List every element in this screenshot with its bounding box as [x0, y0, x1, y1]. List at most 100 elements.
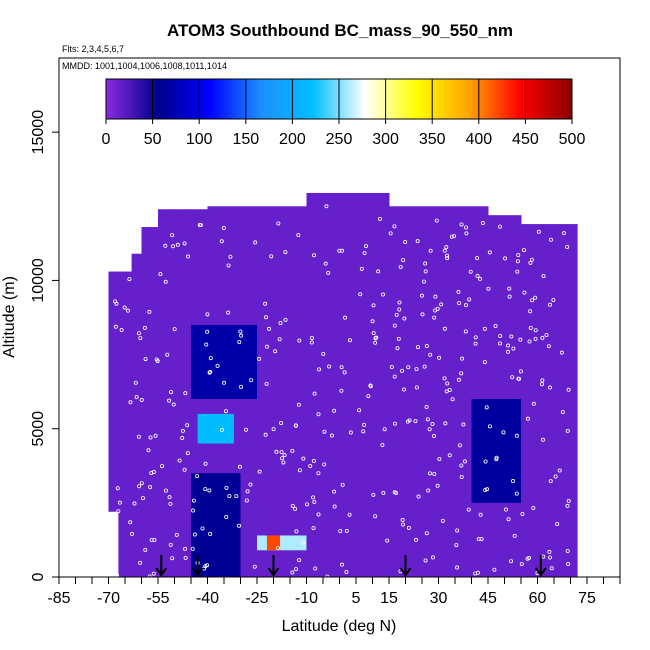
observation-point: [223, 409, 228, 414]
observation-point: [257, 356, 262, 361]
observation-point: [518, 337, 523, 342]
colorbar-tick-label: 150: [232, 131, 259, 148]
heatmap-cell: [197, 413, 234, 444]
observation-point: [175, 242, 180, 247]
observation-point: [510, 375, 515, 380]
observation-point: [244, 498, 249, 503]
observation-point: [147, 309, 152, 314]
observation-point: [283, 317, 288, 322]
observation-point: [138, 560, 143, 565]
observation-point: [464, 225, 469, 230]
observation-point: [237, 523, 242, 528]
observation-point: [548, 385, 553, 390]
observation-point: [312, 391, 317, 396]
observation-point: [392, 421, 397, 426]
observation-point: [208, 532, 213, 537]
observation-point: [403, 239, 408, 244]
heatmap-cell: [422, 206, 439, 578]
observation-point: [301, 540, 306, 545]
observation-point: [509, 559, 514, 564]
observation-point: [503, 256, 508, 261]
observation-point: [139, 398, 144, 403]
heatmap-cell: [273, 206, 291, 578]
observation-point: [264, 381, 269, 386]
observation-point: [183, 546, 188, 551]
observation-point: [129, 531, 134, 536]
observation-point: [128, 400, 133, 405]
x-tick-label: -85: [47, 590, 70, 607]
observation-point: [405, 419, 410, 424]
observation-point: [361, 429, 366, 434]
observation-point: [430, 555, 435, 560]
observation-point: [544, 332, 549, 337]
observation-point: [139, 481, 144, 486]
observation-point: [215, 363, 220, 368]
observation-point: [414, 367, 419, 372]
observation-point: [332, 408, 337, 413]
observation-point: [371, 331, 376, 336]
observation-point: [134, 395, 139, 400]
observation-point: [427, 471, 432, 476]
observation-point: [536, 229, 541, 234]
observation-point: [507, 286, 512, 291]
observation-point: [520, 511, 525, 516]
x-tick-label: 75: [578, 590, 596, 607]
observation-point: [527, 339, 532, 344]
heatmap-cell: [108, 271, 119, 512]
observation-point: [180, 436, 185, 441]
heatmap-cell: [438, 206, 456, 578]
observation-point: [459, 222, 464, 227]
profile-arrow-head: [399, 567, 412, 577]
observation-point: [528, 325, 533, 330]
observation-point: [125, 308, 130, 313]
observation-point: [158, 272, 163, 277]
observation-point: [511, 346, 516, 351]
observation-point: [133, 380, 138, 385]
observation-point: [486, 286, 491, 291]
observation-point: [115, 486, 120, 491]
observation-point: [149, 470, 154, 475]
colorbar-tick-label: 400: [465, 131, 492, 148]
x-tick-label: 45: [479, 590, 497, 607]
observation-point: [177, 458, 182, 463]
observation-point: [388, 231, 393, 236]
observation-point: [264, 344, 269, 349]
heatmap-cell: [174, 209, 192, 577]
observation-point: [208, 369, 213, 374]
heatmap-cell: [405, 206, 423, 578]
observation-point: [492, 567, 497, 572]
observation-point: [514, 433, 519, 438]
observation-point: [445, 253, 450, 258]
observation-point: [163, 279, 168, 284]
observation-point: [512, 533, 517, 538]
observation-point: [423, 269, 428, 274]
observation-point: [462, 459, 467, 464]
observation-point: [207, 370, 212, 375]
observation-point: [445, 256, 450, 261]
observation-point: [473, 335, 478, 340]
heatmap-cell: [266, 535, 281, 551]
observation-point: [515, 269, 520, 274]
observation-point: [180, 428, 185, 433]
observation-point: [165, 352, 170, 357]
heatmap-cell: [521, 224, 538, 577]
observation-point: [186, 254, 191, 259]
colorbar-tick-label: 500: [559, 131, 586, 148]
observation-point: [305, 502, 310, 507]
observation-point: [359, 266, 364, 271]
observation-point: [531, 505, 536, 510]
observation-point: [245, 489, 250, 494]
observation-point: [368, 384, 373, 389]
observation-point: [263, 315, 268, 320]
observation-point: [138, 336, 143, 341]
observation-point: [152, 537, 157, 542]
observation-point: [457, 301, 462, 306]
observation-point: [525, 416, 530, 421]
observation-point: [317, 367, 322, 372]
observation-point: [497, 224, 502, 229]
observation-point: [401, 258, 406, 263]
observation-point: [395, 346, 400, 351]
observation-point: [459, 474, 464, 479]
plot-area: [108, 192, 578, 578]
observation-point: [316, 471, 321, 476]
